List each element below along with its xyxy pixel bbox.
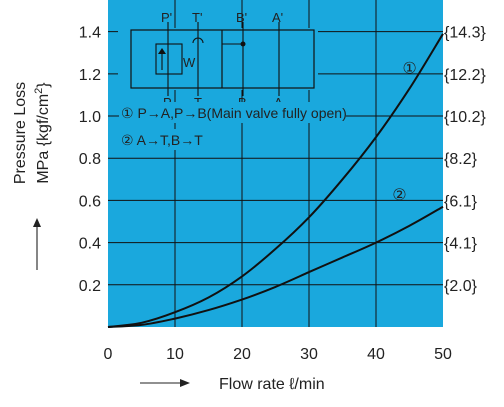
y2-tick-label: {12.2} — [444, 67, 486, 84]
x-tick-label: 10 — [166, 346, 184, 363]
y2-tick-label: {14.3} — [444, 25, 486, 42]
y2-tick-label: {10.2} — [444, 109, 486, 126]
x-tick-label: 0 — [104, 346, 113, 363]
y-tick-label: 0.6 — [79, 193, 101, 210]
x-axis-title: Flow rate ℓ/min — [219, 376, 325, 393]
x-axis-ticks: 0 10 20 30 40 50 — [104, 346, 452, 363]
y-tick-label: 1.2 — [79, 67, 101, 84]
y-tick-label: 0.8 — [79, 151, 101, 168]
legend-note-2: ② A→T,B→T — [121, 132, 203, 148]
y-axis-title-line1: Pressure Loss — [12, 82, 29, 184]
series-lines — [107, 33, 444, 328]
label-b-prime: B' — [236, 10, 247, 25]
y-tick-label: 0.4 — [79, 236, 101, 253]
curve-labels: ①② — [392, 61, 416, 205]
x-tick-label: 30 — [300, 346, 318, 363]
curve-label-2: ② — [392, 187, 406, 204]
symbol-backdrop — [118, 28, 318, 90]
label-w: W — [183, 55, 196, 70]
y-axis-title-line2: MPa {kgf/cm2} — [33, 82, 52, 184]
x-axis-arrow-head — [180, 379, 190, 387]
legend-notes: ① P→A,P→B(Main valve fully open) ② A→T,B→… — [119, 102, 347, 150]
label-a-prime: A' — [272, 10, 283, 25]
label-t-prime: T' — [192, 10, 202, 25]
y-axis-arrow-head — [33, 218, 41, 227]
x-tick-label: 40 — [367, 346, 385, 363]
note-backdrop — [119, 129, 188, 150]
arrow-head — [158, 48, 166, 54]
x-tick-label: 20 — [233, 346, 251, 363]
y-axis-title: Pressure Loss MPa {kgf/cm2} — [12, 82, 52, 184]
y-tick-label: 1.0 — [79, 109, 101, 126]
series-line-1 — [107, 33, 444, 328]
y-axis-unit-superscript: 2 — [33, 88, 45, 94]
y2-axis-ticks: {2.0} {4.1} {6.1} {8.2} {10.2} {12.2} {14.3} — [444, 25, 486, 295]
x-tick-label: 50 — [434, 346, 452, 363]
note-backdrop — [119, 102, 346, 123]
hydraulic-symbol: P' T' B' A' W P T B A — [118, 10, 318, 110]
pilot-sub-box — [155, 43, 183, 75]
curve-label-1: ① — [402, 61, 416, 78]
y-axis-ticks: 0.2 0.4 0.6 0.8 1.0 1.2 1.4 — [79, 25, 101, 295]
y-axis-unit-close: } — [35, 82, 52, 88]
y2-tick-label: {2.0} — [444, 278, 478, 295]
y-axis-unit: MPa {kgf/cm — [35, 94, 52, 184]
y2-tick-label: {4.1} — [444, 236, 478, 253]
y2-tick-label: {8.2} — [444, 151, 478, 168]
y-axis-arrow — [33, 218, 41, 270]
y-tick-label: 0.2 — [79, 278, 101, 295]
series-line-2 — [107, 205, 444, 328]
x-axis-arrow — [140, 379, 190, 387]
legend-note-1: ① P→A,P→B(Main valve fully open) — [121, 105, 347, 121]
t-port-crossing-hump — [192, 37, 204, 44]
label-p-prime: P' — [161, 10, 172, 25]
y2-tick-label: {6.1} — [444, 193, 478, 210]
y-tick-label: 1.4 — [79, 25, 101, 42]
junction-dot — [240, 41, 246, 47]
